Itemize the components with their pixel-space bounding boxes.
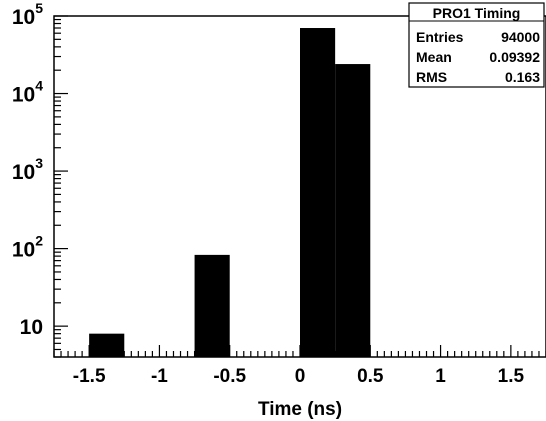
y-tick-label: 105 bbox=[12, 0, 43, 29]
x-tick-label: 0 bbox=[295, 366, 306, 387]
x-tick-label: 0.5 bbox=[357, 366, 384, 387]
x-tick-label: 1 bbox=[435, 366, 446, 387]
x-axis-ticks: -1.5 -1 -0.5 0 0.5 1 1.5 bbox=[53, 345, 546, 387]
histogram-bar bbox=[335, 64, 371, 358]
y-tick-label: 10 bbox=[20, 316, 43, 339]
y-tick-label: 103 bbox=[12, 155, 43, 184]
x-tick-label: -0.5 bbox=[213, 366, 246, 387]
stats-mean-label: Mean bbox=[416, 49, 452, 65]
stats-entries-value: 94000 bbox=[501, 29, 540, 45]
stats-rms-value: 0.163 bbox=[505, 69, 540, 85]
y-tick-label: 102 bbox=[12, 233, 43, 262]
stats-entries-label: Entries bbox=[416, 29, 464, 45]
stats-rms-label: RMS bbox=[416, 69, 447, 85]
x-tick-label: -1 bbox=[151, 366, 168, 387]
x-tick-label: -1.5 bbox=[73, 366, 106, 387]
histogram-bars bbox=[89, 28, 371, 358]
y-axis-ticks: 10 102 103 104 105 bbox=[12, 0, 68, 358]
x-tick-label: 1.5 bbox=[498, 366, 525, 387]
histogram-bar bbox=[194, 254, 230, 357]
stats-box: PRO1 Timing Entries 94000 Mean 0.09392 R… bbox=[408, 2, 545, 88]
stats-mean-value: 0.09392 bbox=[489, 49, 540, 65]
stats-title: PRO1 Timing bbox=[433, 5, 521, 21]
histogram-bar bbox=[89, 333, 125, 357]
x-axis-label: Time (ns) bbox=[258, 399, 342, 420]
histogram-bar bbox=[300, 28, 336, 357]
y-tick-label: 104 bbox=[12, 78, 43, 107]
